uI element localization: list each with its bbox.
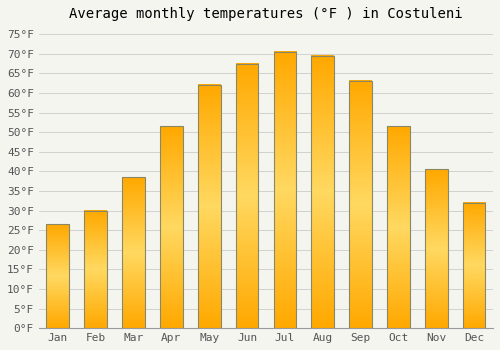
Bar <box>122 177 145 328</box>
Bar <box>84 211 107 328</box>
Bar <box>387 126 410 328</box>
Bar <box>160 126 182 328</box>
Bar <box>463 203 485 328</box>
Bar <box>236 64 258 328</box>
Title: Average monthly temperatures (°F ) in Costuleni: Average monthly temperatures (°F ) in Co… <box>69 7 462 21</box>
Bar <box>274 52 296 328</box>
Bar <box>198 85 220 328</box>
Bar <box>425 169 448 328</box>
Bar <box>46 224 69 328</box>
Bar <box>349 81 372 328</box>
Bar <box>312 56 334 328</box>
